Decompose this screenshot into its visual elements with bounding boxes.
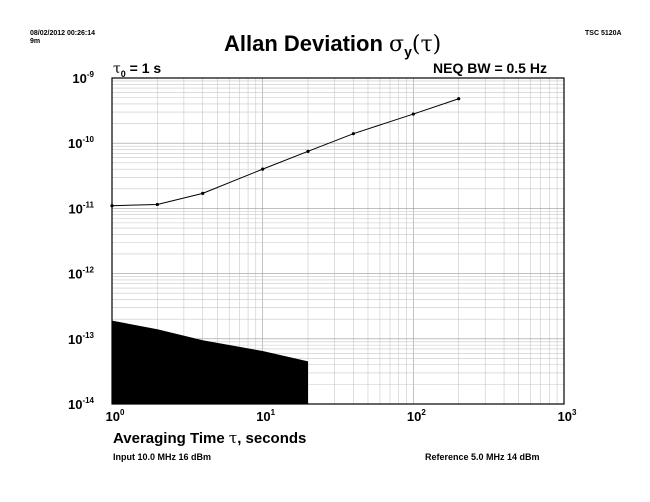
y-tick-label: 10-11: [68, 200, 94, 216]
axis-ticks: 100 101 102 103 10-9 10-10 10-11 10-12 10-13 10-1…: [68, 70, 577, 424]
duration: 9m: [30, 38, 41, 45]
noise-floor-polygon: [112, 320, 309, 404]
timestamp: 08/02/2012 00:26:14: [30, 30, 95, 37]
y-tick-label: 10-9: [72, 70, 94, 86]
adev-point: [201, 191, 205, 195]
adev-point: [457, 97, 461, 101]
x-tick-label: 102: [407, 408, 426, 424]
adev-series: [110, 97, 461, 208]
y-tick-label: 10-12: [68, 266, 95, 282]
reference-info: Reference 5.0 MHz 14 dBm: [425, 452, 540, 462]
adev-point: [155, 202, 159, 207]
adev-point: [411, 112, 415, 116]
instrument-model: TSC 5120A: [585, 30, 622, 37]
adev-point: [306, 149, 310, 153]
adev-line: [111, 98, 459, 207]
plot-frame: [111, 77, 565, 405]
x-tick-label: 103: [558, 408, 577, 424]
adev-point: [351, 132, 355, 136]
adev-point: [261, 167, 265, 171]
x-tick-label: 100: [106, 408, 125, 424]
input-info: Input 10.0 MHz 16 dBm: [113, 452, 212, 462]
y-tick-label: 10-10: [68, 135, 95, 151]
plot-border: [111, 77, 565, 405]
y-tick-label: 10-14: [68, 396, 95, 412]
bandwidth-annotation: NEQ BW = 0.5 Hz: [433, 60, 547, 76]
x-tick-label: 101: [256, 408, 275, 424]
tau0-annotation: τ0 = 1 s: [113, 60, 162, 79]
x-axis-label: Averaging Time τ, seconds: [113, 429, 307, 447]
chart-title: Allan Deviation σy(τ): [224, 31, 442, 60]
y-tick-label: 10-13: [68, 331, 95, 347]
noise-floor-area: [112, 320, 309, 404]
